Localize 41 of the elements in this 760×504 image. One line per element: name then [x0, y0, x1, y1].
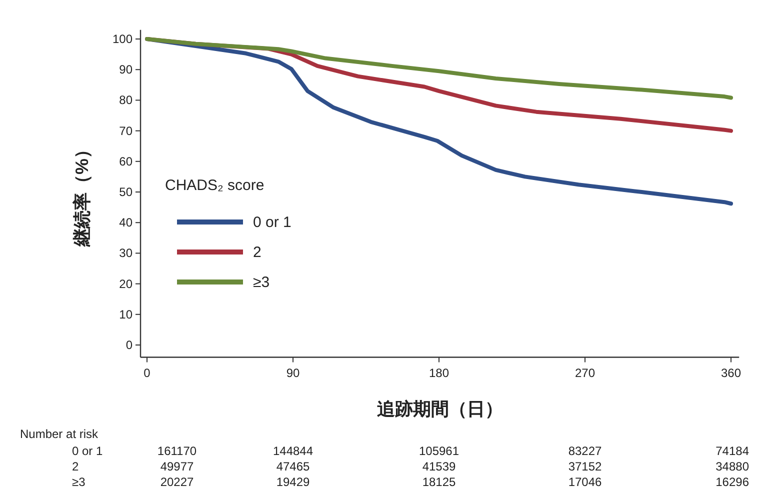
text: Number at risk	[20, 427, 100, 441]
text: 37152	[568, 460, 602, 474]
text: 2	[72, 460, 79, 474]
x-tick-label: 90	[286, 366, 300, 380]
x-tick-label: 270	[574, 366, 596, 380]
legend-label: 2	[253, 244, 262, 261]
text: 49977	[160, 460, 194, 474]
text: 47465	[276, 460, 310, 474]
y-tick-label: 10	[119, 307, 133, 322]
legend-title: CHADS₂ score	[165, 177, 264, 194]
y-tick-label: 70	[119, 124, 133, 138]
text: 41539	[422, 460, 456, 474]
text: 19429	[276, 475, 310, 489]
text: 0 or 1	[72, 444, 104, 458]
x-axis-title: 追跡期間（日）	[376, 399, 503, 420]
text: 16296	[716, 475, 750, 489]
text: 18125	[422, 475, 456, 489]
x-tick-label: 360	[720, 366, 742, 380]
y-tick-label: 20	[119, 276, 133, 291]
y-tick-label: 90	[119, 62, 133, 77]
text: 161170	[157, 444, 197, 458]
y-axis-title: 継続率（%）	[72, 140, 92, 248]
x-tick-label: 0	[144, 366, 151, 380]
text: 74184	[716, 444, 750, 458]
text: 105961	[418, 444, 460, 458]
y-tick-label: 30	[119, 246, 133, 260]
x-tick-label: 180	[428, 366, 450, 380]
y-tick-label: 60	[119, 154, 133, 168]
y-tick-label: 80	[119, 93, 133, 108]
text: ≥3	[72, 475, 86, 489]
text: 34880	[716, 460, 750, 474]
text: 20227	[160, 475, 194, 489]
text: 17046	[568, 475, 602, 489]
text: 144844	[272, 444, 314, 458]
legend-label: 0 or 1	[253, 214, 292, 231]
y-tick-label: 0	[126, 338, 133, 352]
y-tick-label: 40	[119, 216, 133, 230]
legend-label: ≥3	[253, 274, 270, 291]
y-tick-label: 50	[119, 185, 133, 199]
text: 83227	[568, 444, 602, 458]
y-tick-label: 100	[112, 32, 133, 46]
